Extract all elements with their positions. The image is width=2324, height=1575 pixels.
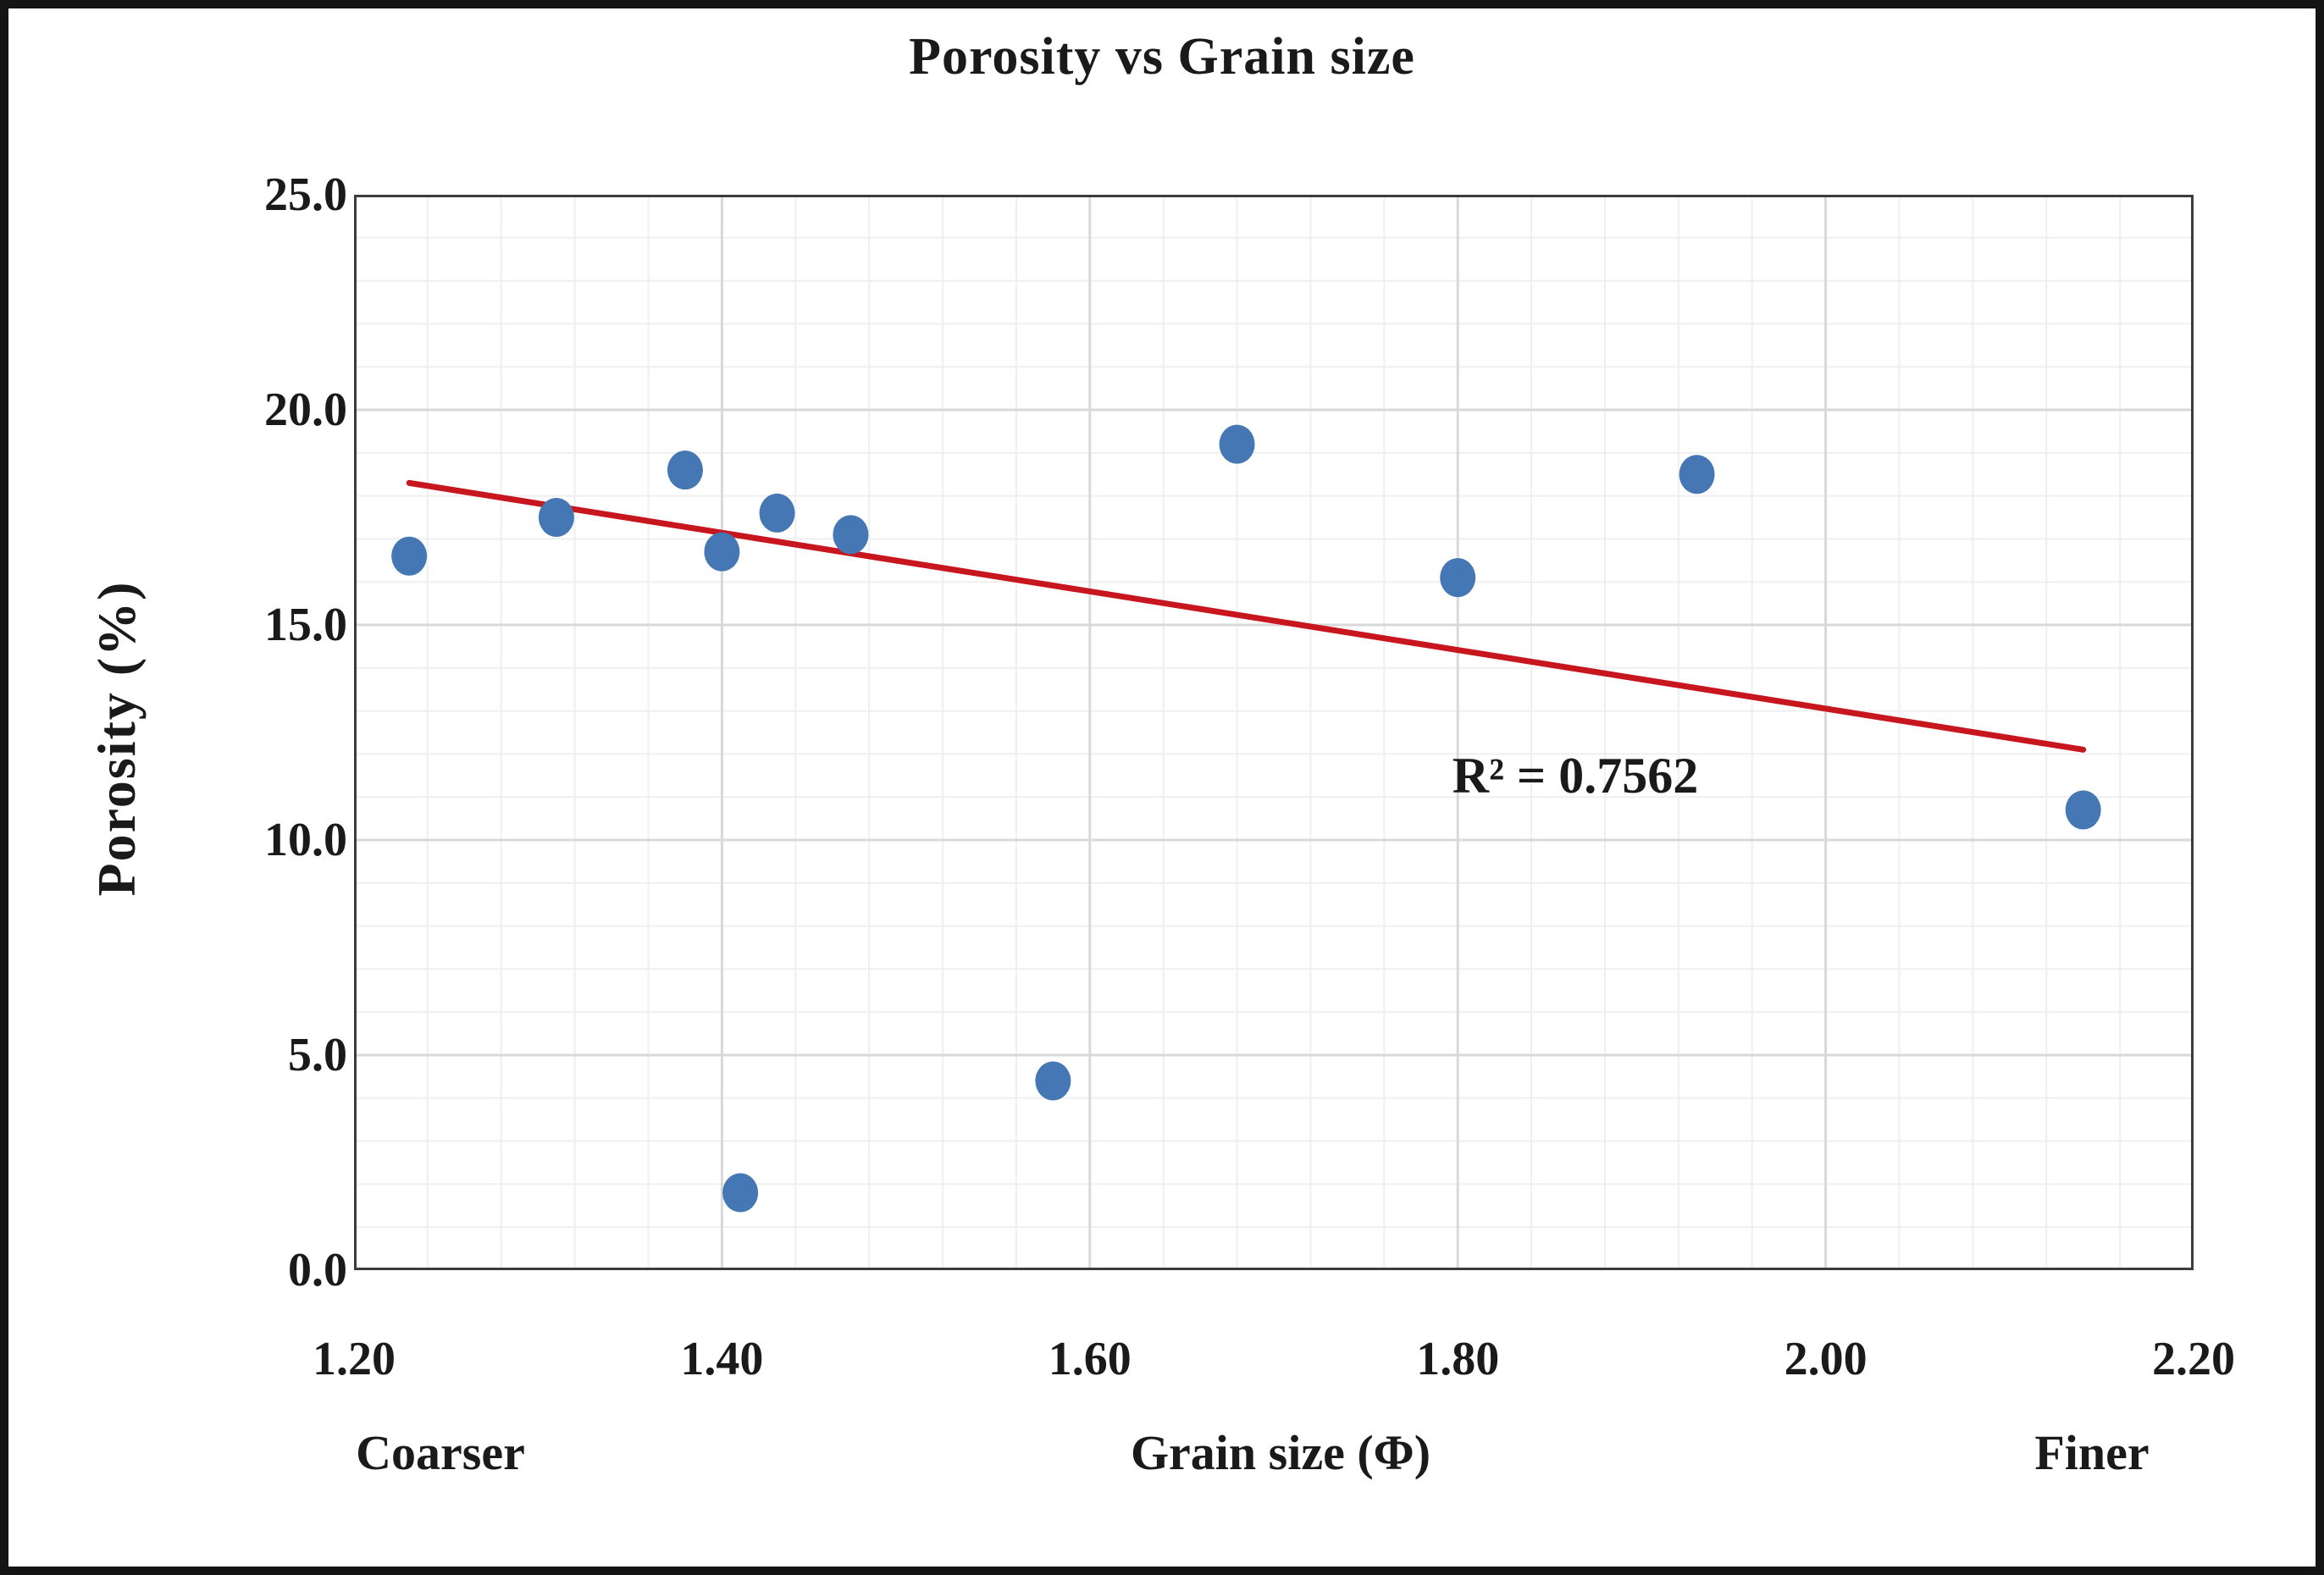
x-tick-label: 2.00 [1784, 1333, 1868, 1385]
x-tick-label: 1.80 [1416, 1333, 1500, 1385]
r-squared-annotation: R² = 0.7562 [1452, 748, 1699, 804]
y-tick-label: 0.0 [288, 1244, 347, 1296]
x-axis-context-finer: Finer [2034, 1425, 2150, 1480]
x-tick-label: 2.20 [2152, 1333, 2235, 1385]
data-point [667, 450, 703, 490]
data-point [2065, 790, 2101, 830]
y-tick-label: 5.0 [288, 1029, 347, 1081]
data-point [391, 536, 428, 576]
data-point [704, 532, 740, 572]
x-tick-label: 1.40 [680, 1333, 764, 1385]
data-point [833, 515, 869, 555]
y-tick-label: 20.0 [264, 384, 347, 436]
plot-area [354, 195, 2194, 1270]
x-tick-label: 1.20 [313, 1333, 396, 1385]
plot-border [354, 195, 2194, 1270]
x-axis-context-coarser: Coarser [356, 1425, 525, 1480]
data-point [1440, 558, 1476, 598]
x-axis-title: Grain size (Φ) [1130, 1425, 1431, 1480]
x-tick-label: 1.60 [1048, 1333, 1132, 1385]
data-point [1679, 455, 1715, 495]
y-tick-label: 10.0 [264, 814, 347, 866]
data-point [1219, 424, 1255, 464]
data-point [722, 1173, 759, 1213]
y-tick-label: 15.0 [264, 599, 347, 651]
y-tick-label: 25.0 [264, 169, 347, 221]
data-point [538, 498, 574, 537]
data-point [759, 493, 795, 533]
trend-line [406, 479, 2087, 753]
chart-title: Porosity vs Grain size [909, 28, 1415, 86]
data-point [1035, 1061, 1071, 1101]
